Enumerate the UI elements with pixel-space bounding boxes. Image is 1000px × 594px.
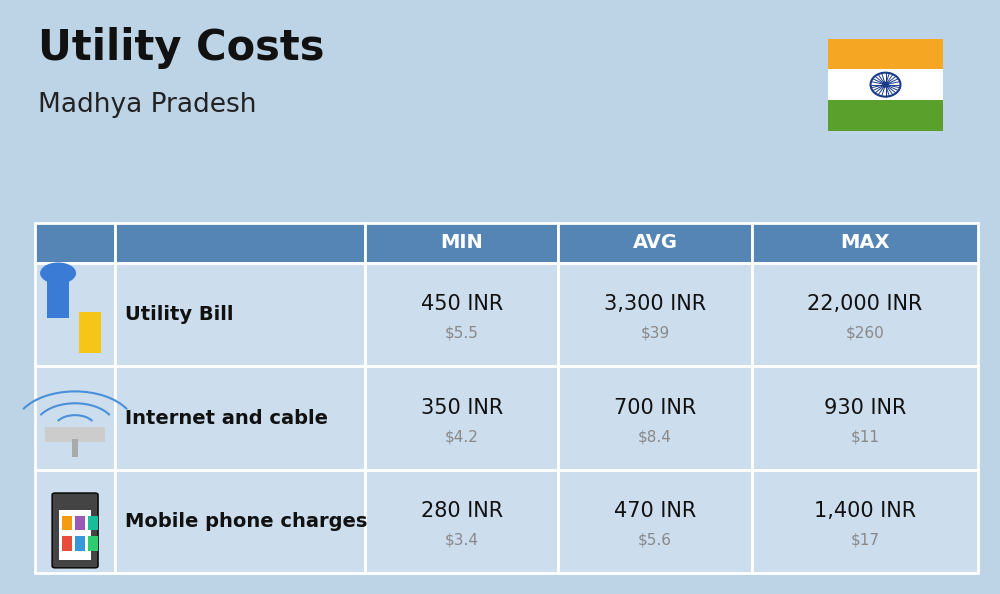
FancyBboxPatch shape <box>558 470 752 573</box>
FancyBboxPatch shape <box>35 223 115 263</box>
Bar <box>828 69 943 100</box>
Bar <box>59 510 91 560</box>
FancyBboxPatch shape <box>365 223 558 263</box>
Text: Internet and cable: Internet and cable <box>125 409 328 428</box>
FancyBboxPatch shape <box>752 263 978 366</box>
FancyBboxPatch shape <box>35 263 115 366</box>
Bar <box>88 516 98 530</box>
Text: 22,000 INR: 22,000 INR <box>807 295 923 314</box>
Text: 1,400 INR: 1,400 INR <box>814 501 916 521</box>
FancyBboxPatch shape <box>752 223 978 263</box>
Bar <box>75 536 85 551</box>
Text: Utility Costs: Utility Costs <box>38 27 324 69</box>
FancyBboxPatch shape <box>365 366 558 470</box>
FancyBboxPatch shape <box>115 223 365 263</box>
Text: $39: $39 <box>640 326 670 341</box>
FancyBboxPatch shape <box>115 366 365 470</box>
Text: AVG: AVG <box>633 233 678 252</box>
Text: 350 INR: 350 INR <box>421 398 503 418</box>
Bar <box>45 427 105 442</box>
Bar <box>828 100 943 131</box>
Circle shape <box>883 83 888 87</box>
Text: MAX: MAX <box>840 233 890 252</box>
FancyBboxPatch shape <box>365 470 558 573</box>
FancyBboxPatch shape <box>52 493 98 568</box>
Circle shape <box>40 263 76 284</box>
Bar <box>828 39 943 69</box>
FancyBboxPatch shape <box>558 223 752 263</box>
Text: $4.2: $4.2 <box>445 429 479 444</box>
Text: $8.4: $8.4 <box>638 429 672 444</box>
Bar <box>62 536 72 551</box>
FancyBboxPatch shape <box>115 263 365 366</box>
Bar <box>75 516 85 530</box>
Text: Madhya Pradesh: Madhya Pradesh <box>38 92 256 118</box>
Bar <box>72 439 78 457</box>
Text: Utility Bill: Utility Bill <box>125 305 234 324</box>
Text: 450 INR: 450 INR <box>421 295 503 314</box>
Bar <box>62 516 72 530</box>
Text: MIN: MIN <box>440 233 483 252</box>
FancyBboxPatch shape <box>752 470 978 573</box>
Text: $3.4: $3.4 <box>445 533 479 548</box>
FancyBboxPatch shape <box>365 263 558 366</box>
Text: $17: $17 <box>850 533 879 548</box>
FancyBboxPatch shape <box>35 470 115 573</box>
Text: $11: $11 <box>850 429 879 444</box>
Text: $5.5: $5.5 <box>445 326 479 341</box>
Text: $260: $260 <box>845 326 884 341</box>
FancyBboxPatch shape <box>558 263 752 366</box>
FancyBboxPatch shape <box>115 470 365 573</box>
Text: 930 INR: 930 INR <box>824 398 906 418</box>
Text: 280 INR: 280 INR <box>421 501 503 521</box>
Bar <box>88 536 98 551</box>
Text: $5.6: $5.6 <box>638 533 672 548</box>
Bar <box>47 276 69 318</box>
Text: Mobile phone charges: Mobile phone charges <box>125 512 368 531</box>
Text: 3,300 INR: 3,300 INR <box>604 295 706 314</box>
Bar <box>79 312 101 353</box>
Text: 700 INR: 700 INR <box>614 398 696 418</box>
FancyBboxPatch shape <box>35 366 115 470</box>
Text: 470 INR: 470 INR <box>614 501 696 521</box>
FancyBboxPatch shape <box>752 366 978 470</box>
FancyBboxPatch shape <box>558 366 752 470</box>
